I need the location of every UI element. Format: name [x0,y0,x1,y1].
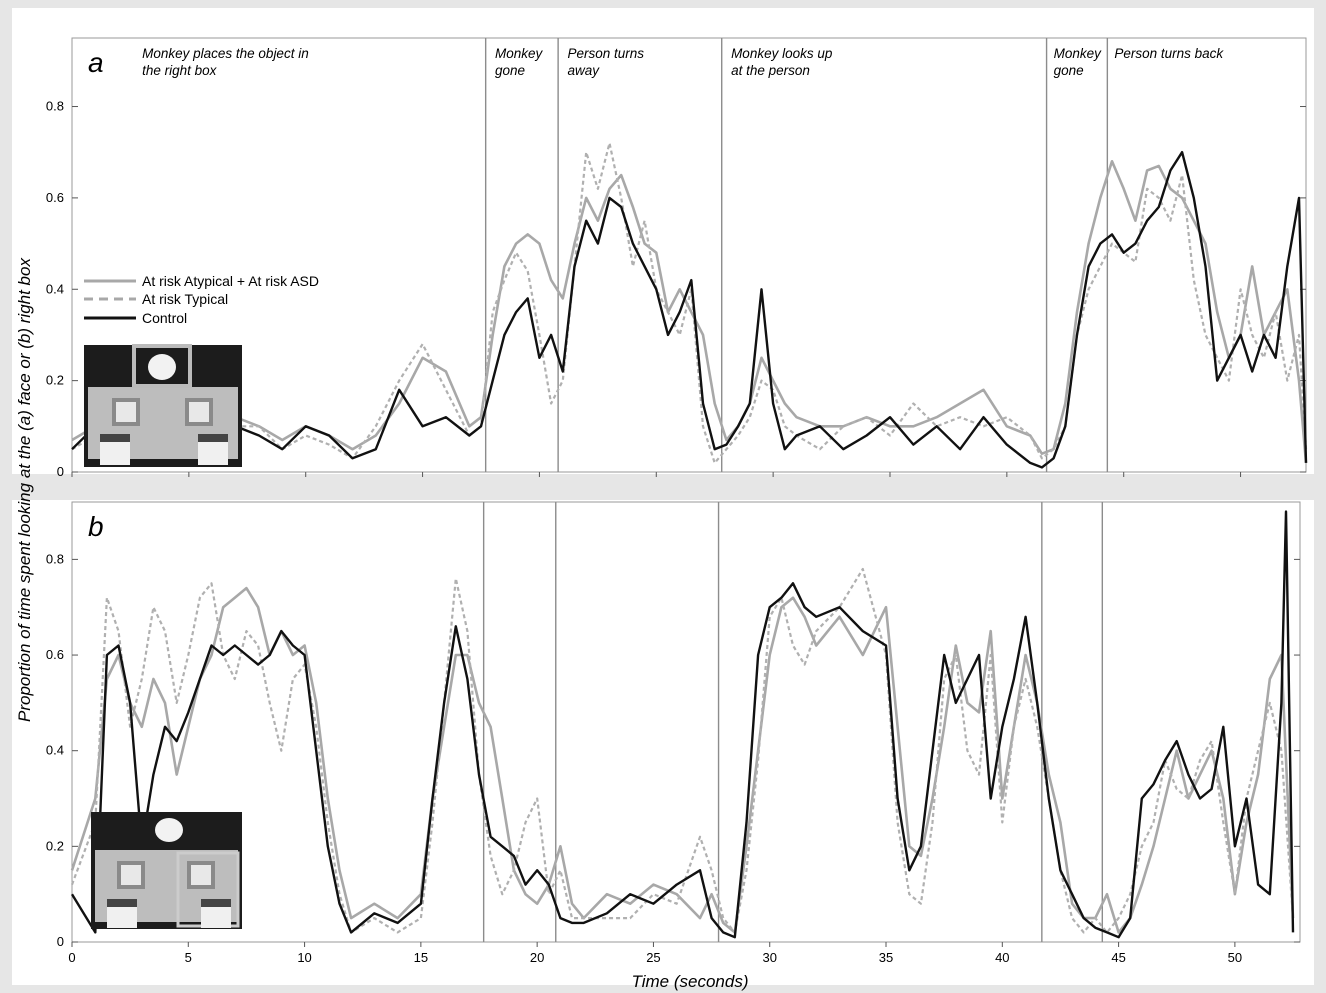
event-annotation: Person turns [567,46,644,61]
inset-image-b [91,812,242,929]
event-annotation: the right box [142,63,218,78]
y-tick-label: 0.8 [46,99,64,114]
panel-a-plot-area [71,37,1307,473]
inset-b-left-lid [107,899,137,907]
series-line-at-risk-typical [70,567,1295,934]
y-tick-label: 0.2 [46,838,64,853]
event-annotation: Monkey looks up [731,46,833,61]
panel-b-plot-area [71,501,1301,943]
panel-separator [12,474,1314,500]
inset-a-right-box [185,398,213,426]
panel-b: 0 0.2 0.4 0.6 0.8 0 5 10 15 20 25 30 35 40 45 50 b [46,502,1300,965]
event-annotation: Person turns back [1114,46,1224,61]
legend: At risk Atypical + At risk ASD At risk T… [84,273,319,326]
inset-b-person-face [155,818,183,842]
legend-label-control: Control [142,310,187,326]
series-line-control [70,510,1295,939]
x-tick-label: 10 [297,950,311,965]
inset-b-right-box [187,861,215,889]
y-tick-label: 0 [57,464,64,479]
event-annotation: gone [495,63,525,78]
legend-label-at-risk-atypical-asd: At risk Atypical + At risk ASD [142,273,319,289]
x-tick-label: 20 [530,950,544,965]
x-tick-label: 30 [762,950,776,965]
x-tick-label: 0 [68,950,75,965]
series-line-at-risk-atypical-at-risk-asd [71,160,1308,464]
legend-label-at-risk-typical: At risk Typical [142,291,228,307]
x-tick-label: 25 [646,950,660,965]
x-tick-label: 35 [879,950,893,965]
y-axis-label: Proportion of time spent looking at the … [15,258,34,722]
y-tick-label: 0.4 [46,281,64,296]
panel-label: b [88,511,104,542]
series-line-at-risk-typical [71,142,1308,464]
inset-image-a [84,344,242,467]
event-annotation: Monkey [495,46,544,61]
event-annotation: at the person [731,63,810,78]
inset-a-right-lid [198,434,228,442]
y-tick-label: 0 [57,934,64,949]
event-annotation: Monkey [1054,46,1103,61]
y-tick-label: 0.6 [46,190,64,205]
x-tick-label: 45 [1111,950,1125,965]
series-line-control [71,150,1308,469]
inset-a-person-face [148,354,176,380]
x-tick-label: 40 [995,950,1009,965]
panel-a: 0 0.2 0.4 0.6 0.8 a Monkey places the object i… [46,38,1308,479]
inset-b-left-box [117,861,145,889]
series-line-at-risk-atypical-at-risk-asd [70,586,1295,934]
y-tick-label: 0.2 [46,373,64,388]
panel-label: a [88,47,104,78]
x-tick-label: 50 [1228,950,1242,965]
inset-a-left-lid [100,434,130,442]
inset-a-face-highlight [132,344,192,388]
x-tick-label: 5 [185,950,192,965]
y-tick-label: 0.4 [46,743,64,758]
y-tick-label: 0.6 [46,647,64,662]
y-tick-label: 0.8 [46,551,64,566]
x-tick-label: 15 [414,950,428,965]
inset-b-right-lid [201,899,231,907]
event-annotation: away [567,63,600,78]
inset-a-left-box [112,398,140,426]
event-annotation: Monkey places the object in [142,46,309,61]
x-axis-label: Time (seconds) [632,972,749,991]
event-annotation: gone [1054,63,1084,78]
